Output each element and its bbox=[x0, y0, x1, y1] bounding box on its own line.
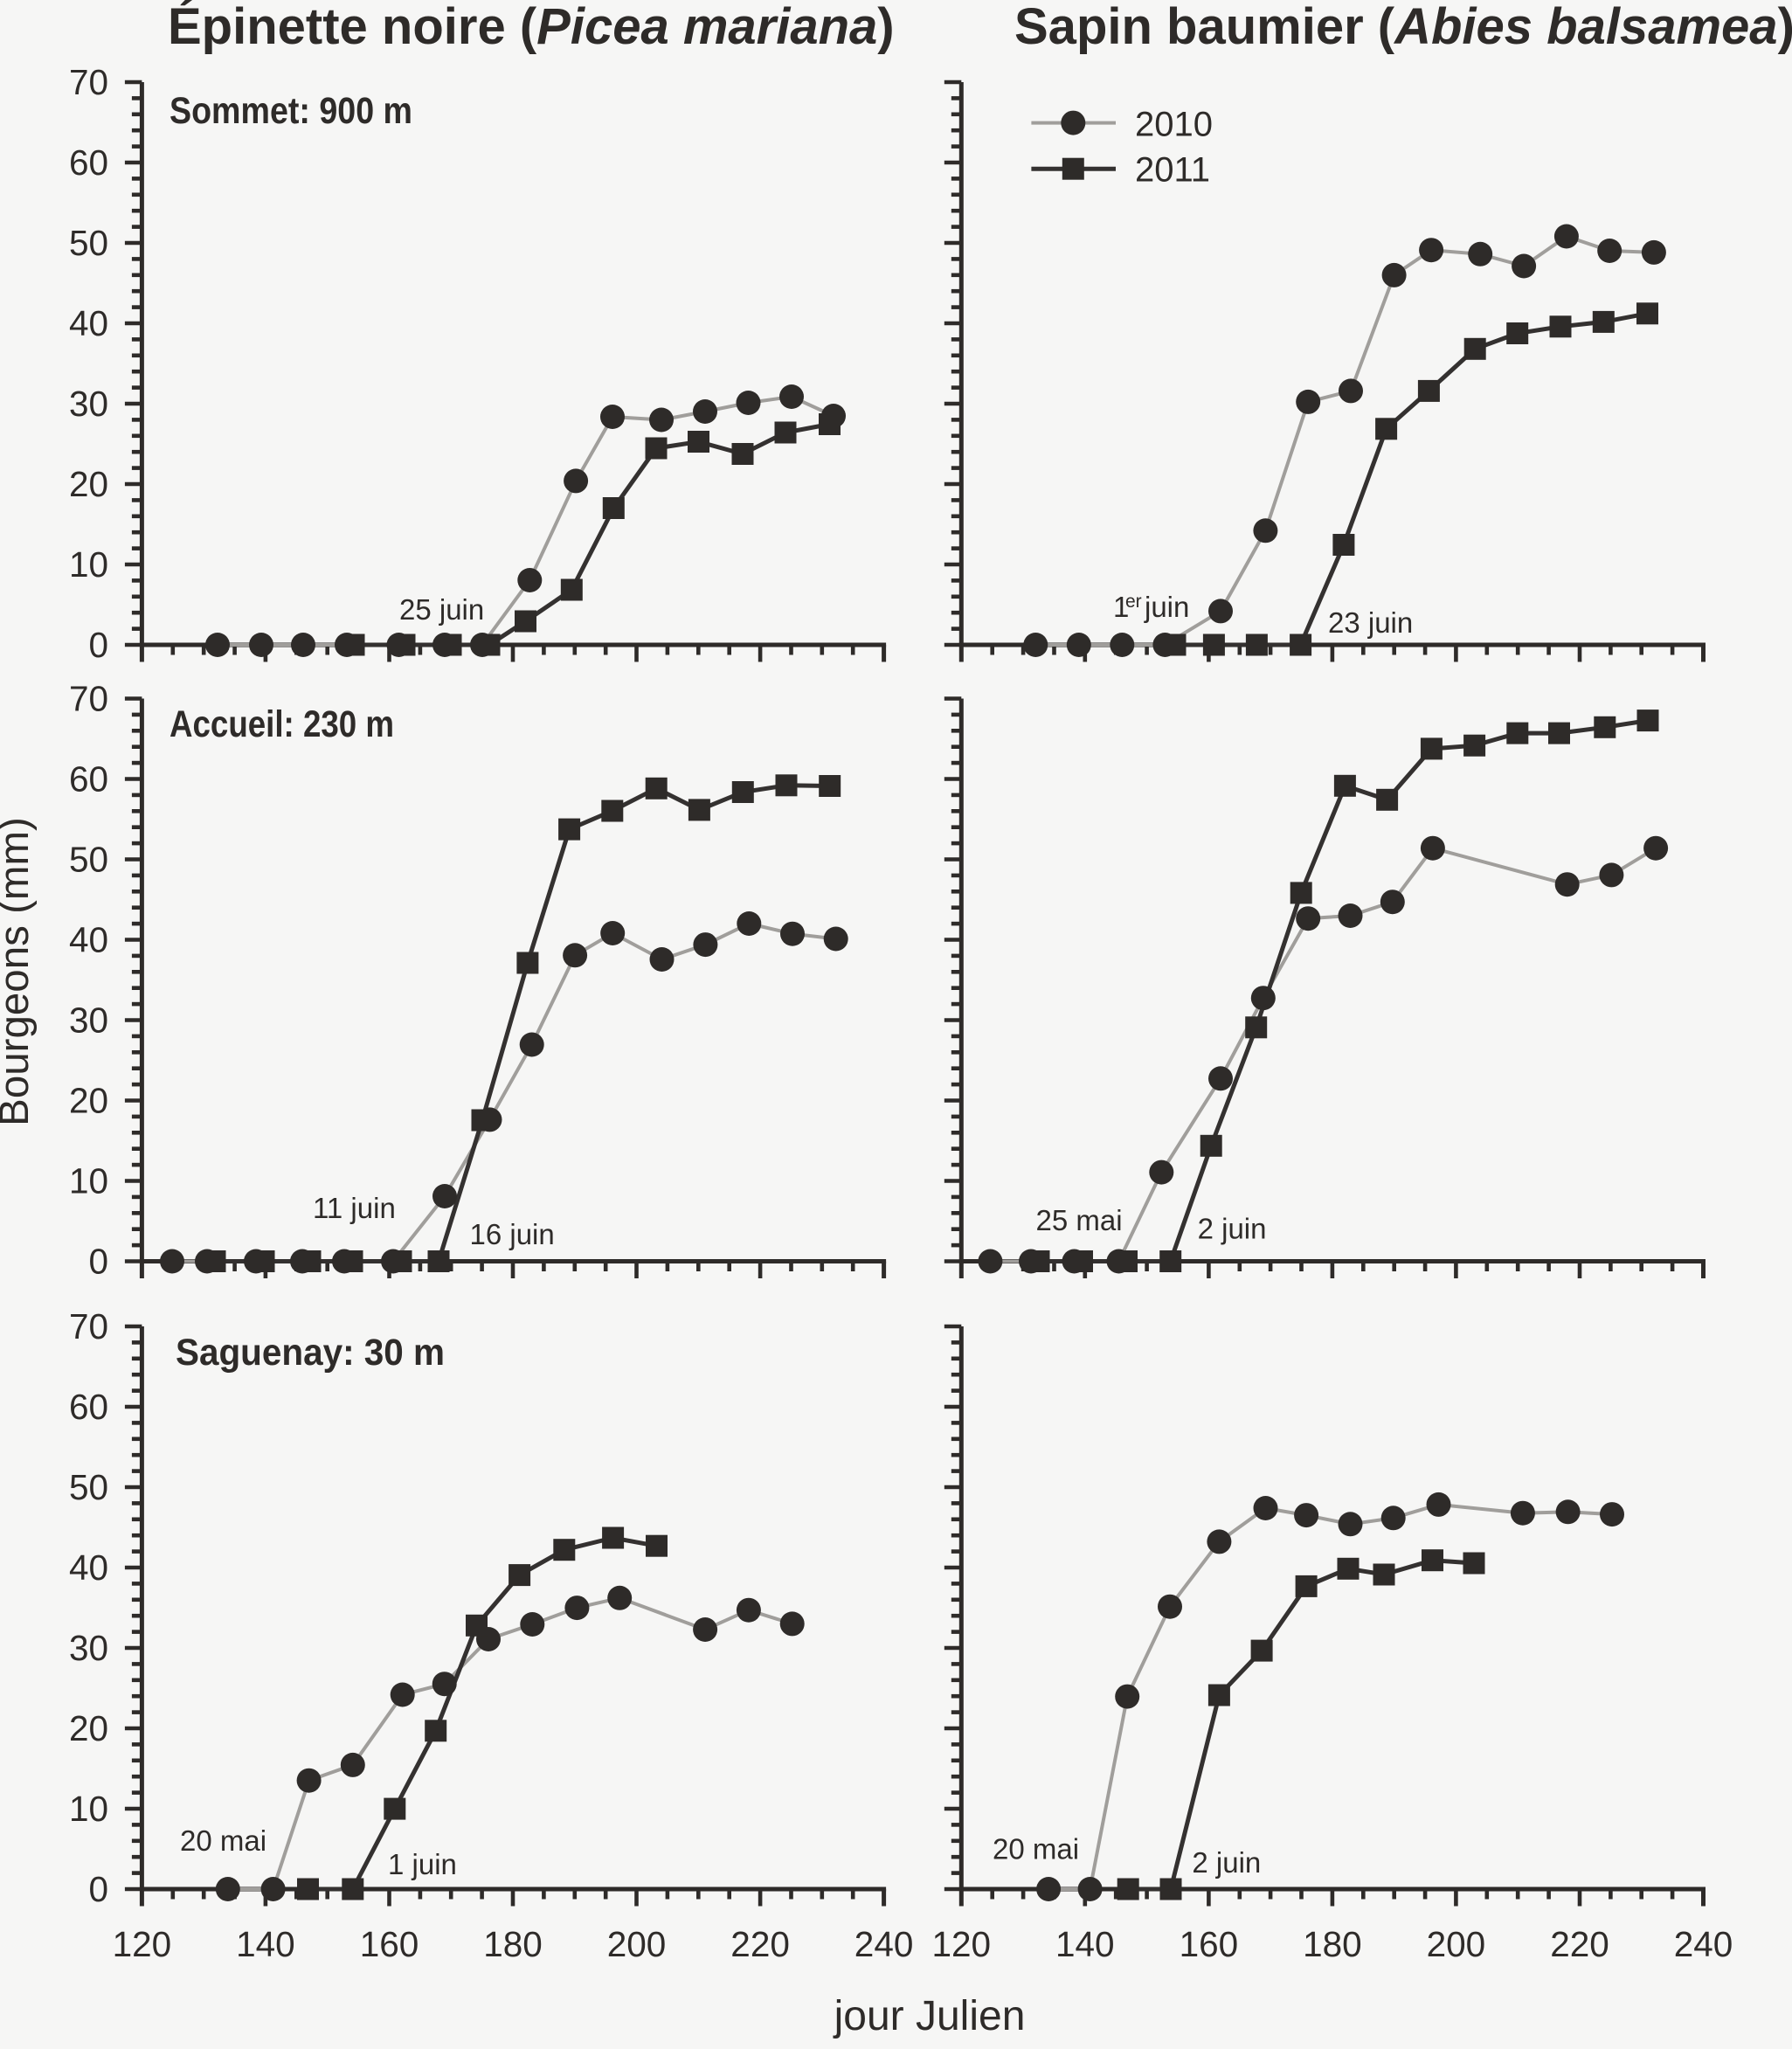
svg-text:70: 70 bbox=[69, 62, 108, 102]
svg-text:20: 20 bbox=[69, 464, 108, 504]
svg-text:120: 120 bbox=[932, 1924, 992, 1964]
svg-text:25 juin: 25 juin bbox=[399, 593, 484, 626]
svg-text:Sapin baumier (Abies balsamea): Sapin baumier (Abies balsamea) bbox=[1014, 0, 1792, 55]
svg-text:2 juin: 2 juin bbox=[1198, 1213, 1267, 1245]
svg-text:jour Julien: jour Julien bbox=[833, 1993, 1026, 2039]
svg-text:20: 20 bbox=[69, 1080, 108, 1120]
svg-text:20: 20 bbox=[69, 1708, 108, 1748]
svg-text:140: 140 bbox=[236, 1924, 295, 1964]
svg-text:Accueil: 230 m: Accueil: 230 m bbox=[170, 703, 394, 745]
svg-text:30: 30 bbox=[69, 1628, 108, 1668]
svg-text:25 mai: 25 mai bbox=[1036, 1204, 1123, 1236]
svg-text:30: 30 bbox=[69, 384, 108, 424]
svg-text:Sommet: 900 m: Sommet: 900 m bbox=[170, 90, 412, 132]
svg-text:200: 200 bbox=[607, 1924, 667, 1964]
svg-text:Bourgeons (mm): Bourgeons (mm) bbox=[0, 817, 38, 1126]
svg-text:160: 160 bbox=[360, 1924, 419, 1964]
svg-text:220: 220 bbox=[1550, 1924, 1609, 1964]
svg-text:70: 70 bbox=[69, 1306, 108, 1346]
svg-text:10: 10 bbox=[69, 544, 108, 585]
svg-text:60: 60 bbox=[69, 142, 108, 183]
svg-text:16 juin: 16 juin bbox=[470, 1218, 555, 1250]
svg-text:50: 50 bbox=[69, 839, 108, 879]
svg-text:0: 0 bbox=[88, 1241, 108, 1281]
svg-text:Saguenay: 30 m: Saguenay: 30 m bbox=[176, 1332, 445, 1374]
svg-text:11 juin: 11 juin bbox=[313, 1192, 396, 1224]
svg-text:50: 50 bbox=[69, 223, 108, 263]
svg-text:10: 10 bbox=[69, 1789, 108, 1829]
svg-text:50: 50 bbox=[69, 1467, 108, 1507]
svg-text:40: 40 bbox=[69, 1547, 108, 1588]
svg-text:220: 220 bbox=[730, 1924, 790, 1964]
svg-text:180: 180 bbox=[483, 1924, 543, 1964]
svg-text:er: er bbox=[1125, 592, 1142, 612]
svg-text:1: 1 bbox=[1113, 591, 1129, 623]
svg-text:40: 40 bbox=[69, 919, 108, 959]
svg-text:2011: 2011 bbox=[1135, 151, 1210, 190]
svg-text:2 juin: 2 juin bbox=[1192, 1846, 1261, 1879]
svg-text:240: 240 bbox=[854, 1924, 914, 1964]
svg-text:10: 10 bbox=[69, 1160, 108, 1201]
svg-text:20 mai: 20 mai bbox=[993, 1833, 1079, 1866]
svg-text:30: 30 bbox=[69, 1000, 108, 1040]
svg-text:180: 180 bbox=[1303, 1924, 1362, 1964]
svg-text:200: 200 bbox=[1427, 1924, 1486, 1964]
svg-text:240: 240 bbox=[1674, 1924, 1733, 1964]
svg-text:40: 40 bbox=[69, 303, 108, 343]
svg-text:23 juin: 23 juin bbox=[1328, 606, 1413, 639]
svg-text:70: 70 bbox=[69, 678, 108, 718]
svg-text:0: 0 bbox=[88, 1869, 108, 1909]
svg-text:60: 60 bbox=[69, 1387, 108, 1427]
svg-text:60: 60 bbox=[69, 758, 108, 799]
svg-text:0: 0 bbox=[88, 625, 108, 665]
svg-text:1 juin: 1 juin bbox=[388, 1848, 457, 1880]
svg-text:140: 140 bbox=[1055, 1924, 1115, 1964]
svg-text:120: 120 bbox=[113, 1924, 172, 1964]
svg-text:juin: juin bbox=[1144, 591, 1189, 623]
svg-text:2010: 2010 bbox=[1135, 106, 1213, 144]
svg-text:Épinette noire (Picea mariana): Épinette noire (Picea mariana) bbox=[168, 0, 895, 55]
svg-text:20 mai: 20 mai bbox=[180, 1824, 266, 1857]
svg-text:160: 160 bbox=[1180, 1924, 1239, 1964]
